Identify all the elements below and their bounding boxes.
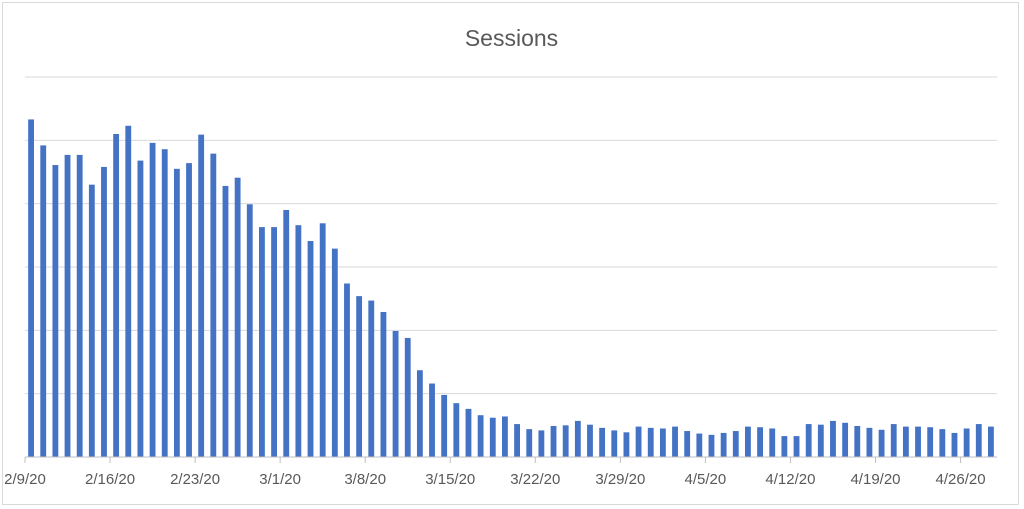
bar-33	[429, 383, 435, 457]
bar-29	[380, 311, 387, 457]
bar-44	[562, 425, 569, 457]
gridlines	[25, 76, 997, 395]
bar-72	[902, 426, 909, 457]
bar-78	[975, 424, 982, 457]
bar-5	[88, 184, 95, 458]
bar-23	[307, 241, 314, 457]
bar-9	[137, 160, 144, 457]
bar-69	[866, 427, 873, 457]
bar-26	[344, 283, 350, 457]
bar-56	[708, 434, 715, 457]
bar-67	[842, 422, 849, 457]
x-tick-label-9: 4/12/20	[765, 471, 815, 488]
bar-62	[781, 436, 788, 457]
x-tick-label-10: 4/19/20	[850, 471, 900, 488]
bar-70	[878, 429, 885, 457]
bar-66	[830, 420, 836, 457]
bar-36	[465, 408, 472, 457]
bar-54	[684, 431, 691, 457]
bar-55	[696, 433, 703, 457]
bar-31	[404, 337, 411, 457]
bar-63	[793, 436, 800, 457]
bar-16	[222, 185, 229, 457]
bar-41	[526, 429, 533, 457]
x-tick-labels: 2/9/20 2/16/20 2/23/20 3/1/20 3/8/20 3/15/20 3…	[4, 457, 986, 488]
bar-20	[271, 227, 277, 457]
bar-2	[52, 165, 59, 457]
bar-75	[939, 429, 946, 457]
x-tick-label-5: 3/15/20	[425, 471, 475, 488]
bar-22	[295, 225, 302, 457]
x-tick-label-8: 4/5/20	[685, 471, 727, 488]
bar-37	[477, 415, 484, 457]
bar-60	[757, 427, 763, 457]
bar-49	[623, 432, 630, 457]
bar-14	[198, 134, 205, 457]
plot-area: 2/9/20 2/16/20 2/23/20 3/1/20 3/8/20 3/15/20 3…	[4, 76, 997, 488]
bar-18	[246, 204, 253, 457]
bar-19	[259, 227, 265, 457]
bar-1	[40, 145, 47, 457]
x-tick-label-3: 3/1/20	[259, 471, 301, 488]
bar-76	[951, 432, 958, 457]
bar-8	[125, 125, 132, 458]
bar-51	[647, 427, 654, 457]
bar-39	[502, 416, 508, 457]
bar-25	[331, 248, 338, 457]
bar-64	[805, 424, 812, 457]
x-tick-label-1: 2/16/20	[85, 471, 135, 488]
bar-59	[745, 426, 751, 457]
bar-13	[186, 163, 192, 457]
x-tick-label-4: 3/8/20	[344, 471, 386, 488]
x-tick-label-0: 2/9/20	[4, 471, 46, 488]
bar-34	[441, 394, 448, 457]
bars	[28, 119, 994, 458]
bar-17	[234, 177, 241, 457]
bar-45	[574, 420, 581, 457]
bar-77	[963, 428, 970, 457]
bar-24	[319, 223, 326, 457]
bar-79	[988, 426, 994, 457]
bar-11	[161, 149, 168, 457]
bar-30	[392, 330, 399, 457]
bar-6	[101, 166, 107, 457]
bar-50	[635, 426, 642, 457]
bar-52	[659, 428, 666, 457]
bar-68	[854, 425, 861, 457]
bar-27	[356, 296, 363, 457]
bar-43	[550, 425, 557, 457]
bar-38	[489, 417, 496, 457]
bar-28	[368, 300, 375, 457]
bar-73	[915, 426, 921, 457]
bar-40	[514, 424, 520, 457]
bar-7	[113, 134, 120, 457]
bar-32	[416, 370, 423, 457]
x-tick-label-6: 3/22/20	[510, 471, 560, 488]
bar-74	[927, 427, 934, 457]
bar-58	[732, 431, 739, 457]
x-tick-label-2: 2/23/20	[170, 471, 220, 488]
bar-35	[453, 403, 460, 457]
bar-42	[538, 430, 545, 457]
bar-10	[149, 142, 156, 457]
bar-47	[599, 427, 606, 457]
bar-3	[64, 154, 71, 457]
bar-57	[720, 432, 727, 457]
bar-46	[587, 424, 593, 457]
x-tick-label-11: 4/26/20	[936, 471, 986, 488]
bar-61	[769, 428, 776, 457]
bar-48	[611, 430, 618, 457]
chart-title: Sessions	[464, 25, 559, 51]
bar-21	[283, 210, 290, 457]
bar-12	[173, 168, 180, 457]
bar-71	[890, 424, 897, 457]
bar-4	[76, 154, 83, 457]
bar-65	[817, 424, 824, 457]
x-tick-label-7: 3/29/20	[595, 471, 645, 488]
bar-15	[210, 153, 217, 457]
bar-53	[672, 426, 678, 457]
bar-0	[28, 119, 34, 458]
